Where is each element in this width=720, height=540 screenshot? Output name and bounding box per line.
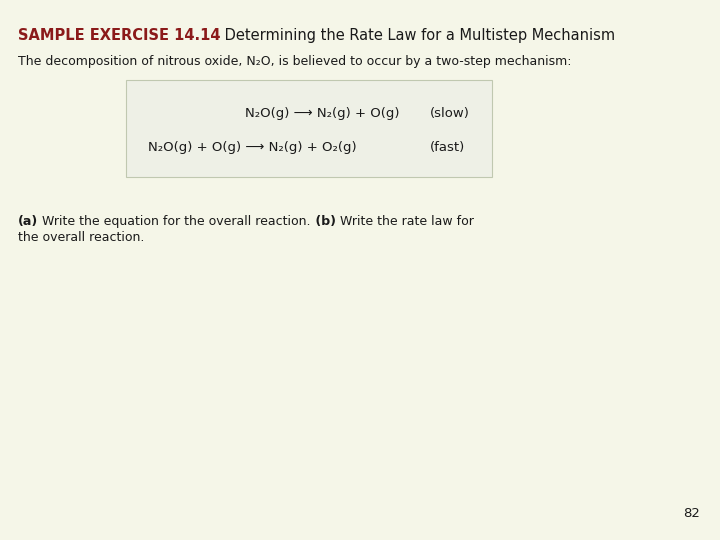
Text: Write the equation for the overall reaction.: Write the equation for the overall react…	[38, 215, 311, 228]
Text: N₂O(g) + O(g) ⟶ N₂(g) + O₂(g): N₂O(g) + O(g) ⟶ N₂(g) + O₂(g)	[148, 141, 356, 154]
Text: Write the rate law for: Write the rate law for	[336, 215, 474, 228]
Text: the overall reaction.: the overall reaction.	[18, 231, 145, 244]
FancyBboxPatch shape	[126, 80, 492, 177]
Text: (slow): (slow)	[430, 106, 470, 119]
Text: SAMPLE EXERCISE 14.14: SAMPLE EXERCISE 14.14	[18, 28, 220, 43]
Text: Write the equation for the overall reaction.: Write the equation for the overall react…	[38, 215, 311, 228]
Text: 82: 82	[683, 507, 700, 520]
Text: Determining the Rate Law for a Multistep Mechanism: Determining the Rate Law for a Multistep…	[220, 28, 616, 43]
Text: The decomposition of nitrous oxide, N₂O, is believed to occur by a two-step mech: The decomposition of nitrous oxide, N₂O,…	[18, 55, 572, 68]
Text: (b): (b)	[311, 215, 336, 228]
Text: (a): (a)	[18, 215, 38, 228]
Text: N₂O(​g) ⟶ N₂(g) + O(g): N₂O(​g) ⟶ N₂(g) + O(g)	[245, 106, 400, 119]
Text: (fast): (fast)	[430, 141, 465, 154]
